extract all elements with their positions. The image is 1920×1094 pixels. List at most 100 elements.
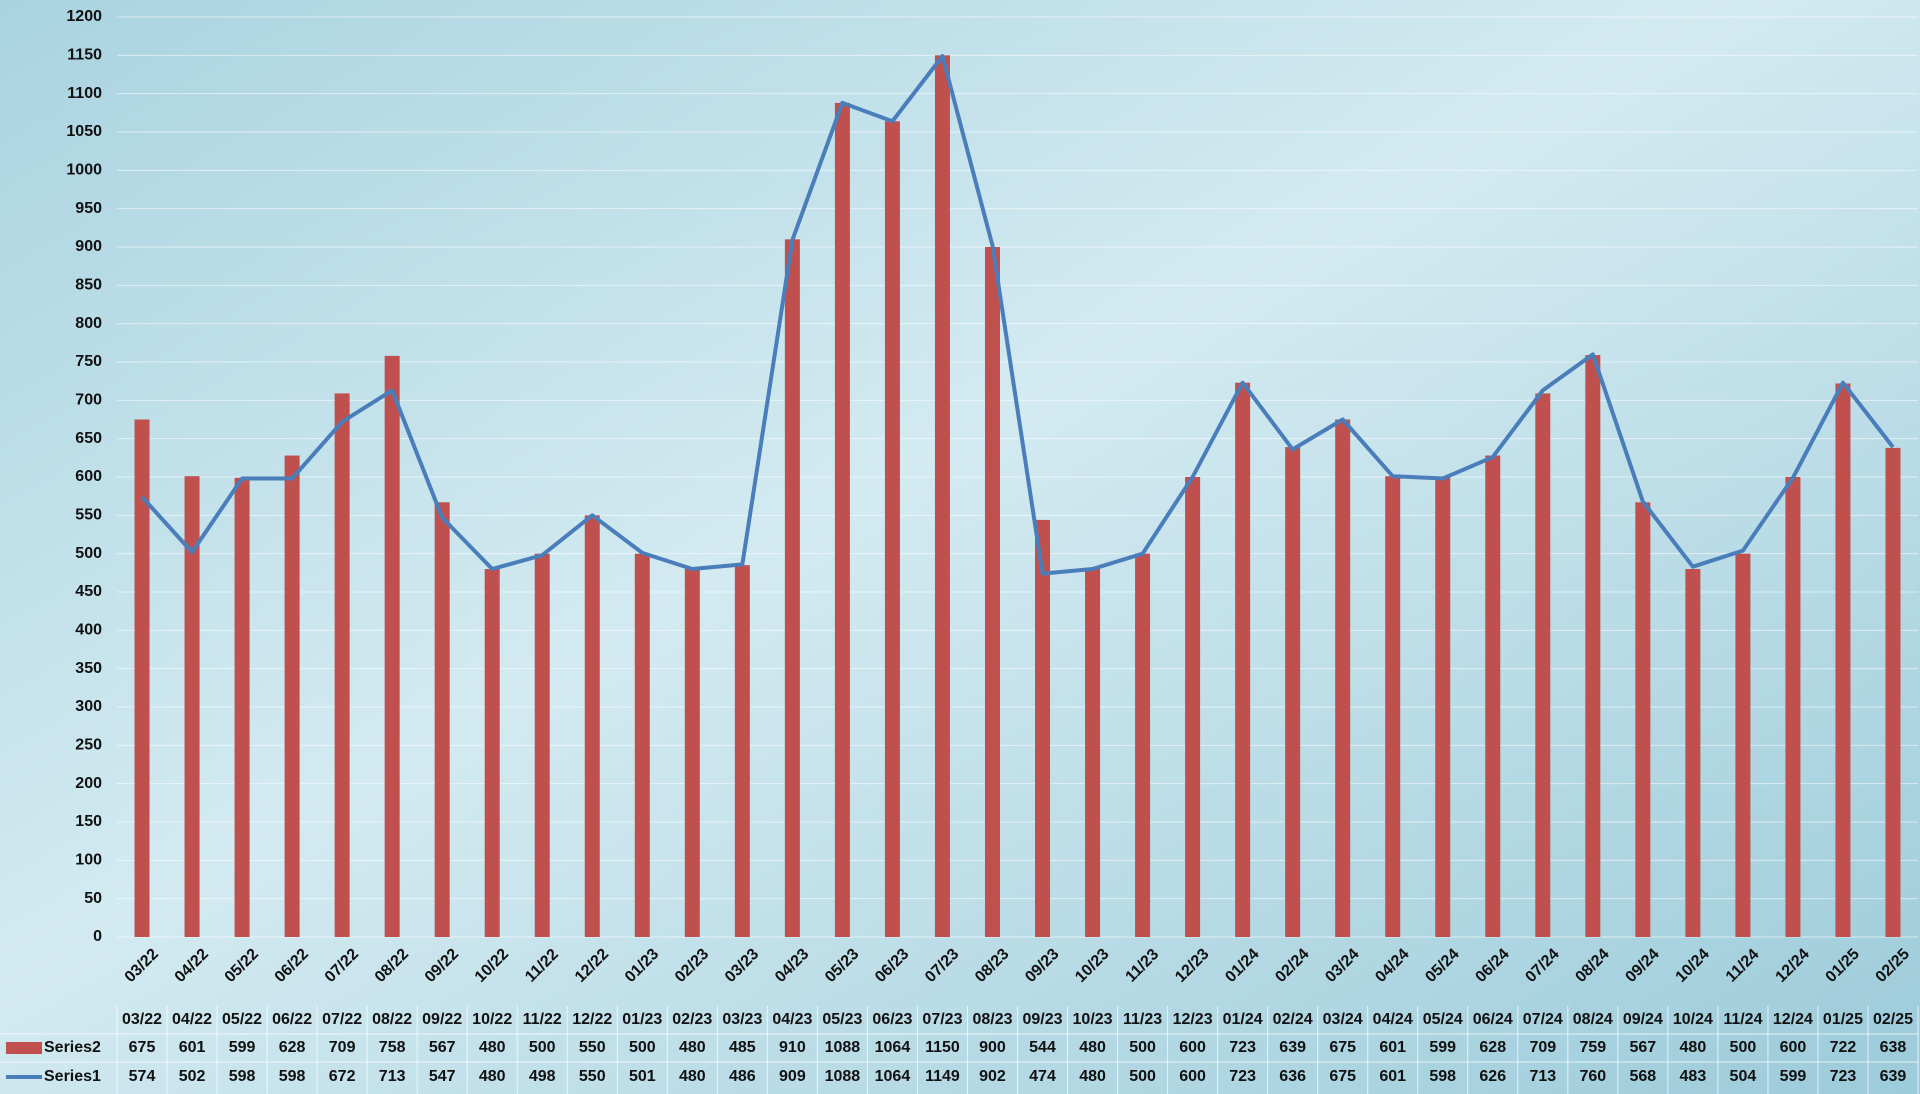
table-header: 03/24 (1323, 1011, 1363, 1028)
table-header: 08/23 (972, 1011, 1012, 1028)
table-header: 02/23 (672, 1011, 712, 1028)
table-value: 1064 (875, 1068, 911, 1085)
table-header: 08/22 (372, 1011, 412, 1028)
bar (1835, 383, 1851, 937)
table-value: 900 (979, 1039, 1006, 1056)
table-value: 480 (479, 1068, 506, 1085)
table-value: 626 (1479, 1068, 1506, 1085)
table-value: 902 (979, 1068, 1006, 1085)
table-value: 544 (1029, 1039, 1056, 1056)
bar (784, 239, 800, 938)
y-tick-label: 250 (75, 737, 102, 754)
table-value: 480 (1079, 1068, 1106, 1085)
y-tick-label: 0 (93, 928, 102, 945)
table-header: 07/24 (1523, 1011, 1563, 1028)
bar (934, 55, 950, 938)
table-value: 598 (229, 1068, 256, 1085)
table-value: 675 (129, 1039, 156, 1056)
table-value: 500 (1129, 1068, 1156, 1085)
bar (1285, 447, 1301, 937)
table-value: 713 (379, 1068, 406, 1085)
y-tick-label: 550 (75, 507, 102, 524)
table-value: 638 (1880, 1039, 1907, 1056)
y-tick-label: 1100 (67, 85, 102, 102)
y-tick-label: 100 (75, 852, 102, 869)
y-tick-label: 400 (75, 622, 102, 639)
y-tick-label: 650 (75, 430, 102, 447)
bar (484, 569, 500, 937)
table-header: 12/22 (572, 1011, 612, 1028)
bar (834, 102, 850, 937)
table-value: 504 (1730, 1068, 1757, 1085)
table-value: 483 (1680, 1068, 1707, 1085)
table-header: 02/24 (1273, 1011, 1313, 1028)
table-header: 01/25 (1823, 1011, 1863, 1028)
bar (1185, 477, 1201, 937)
table-value: 498 (529, 1068, 556, 1085)
bar (284, 455, 300, 937)
y-tick-label: 150 (75, 813, 102, 830)
table-value: 601 (179, 1039, 206, 1056)
table-header: 06/24 (1473, 1011, 1513, 1028)
table-value: 758 (379, 1039, 406, 1056)
bar (684, 569, 700, 937)
table-header: 06/22 (272, 1011, 312, 1028)
table-header: 12/23 (1173, 1011, 1213, 1028)
table-value: 599 (1780, 1068, 1807, 1085)
table-header: 10/23 (1073, 1011, 1113, 1028)
table-header: 06/23 (872, 1011, 912, 1028)
table-header: 12/24 (1773, 1011, 1813, 1028)
y-tick-label: 700 (75, 392, 102, 409)
table-value: 709 (1529, 1039, 1556, 1056)
bar (884, 121, 900, 938)
bar (1435, 477, 1451, 937)
table-header: 10/24 (1673, 1011, 1713, 1028)
bar (1035, 519, 1051, 937)
table-header: 07/22 (322, 1011, 362, 1028)
table-value: 500 (629, 1039, 656, 1056)
y-tick-label: 200 (75, 775, 102, 792)
table-value: 601 (1379, 1039, 1406, 1056)
table-value: 723 (1229, 1039, 1256, 1056)
table-value: 500 (1129, 1039, 1156, 1056)
bar (1685, 569, 1701, 937)
bar (1635, 502, 1651, 937)
table-value: 1064 (875, 1039, 911, 1056)
table-header: 10/22 (472, 1011, 512, 1028)
y-tick-label: 350 (75, 660, 102, 677)
table-value: 480 (679, 1068, 706, 1085)
table-header: 03/22 (122, 1011, 162, 1028)
bar (584, 515, 600, 937)
table-value: 909 (779, 1068, 806, 1085)
table-header: 04/23 (772, 1011, 812, 1028)
table-header: 11/22 (523, 1011, 562, 1028)
table-value: 480 (1079, 1039, 1106, 1056)
table-value: 1150 (925, 1039, 960, 1056)
y-tick-label: 450 (75, 583, 102, 600)
y-tick-label: 750 (75, 353, 102, 370)
bar (1385, 476, 1401, 937)
y-tick-label: 1200 (66, 8, 102, 25)
bar (184, 476, 200, 937)
table-value: 485 (729, 1039, 756, 1056)
table-value: 547 (429, 1068, 456, 1085)
table-value: 600 (1780, 1039, 1807, 1056)
table-value: 722 (1830, 1039, 1857, 1056)
table-header: 02/25 (1873, 1011, 1913, 1028)
table-header: 11/23 (1123, 1011, 1162, 1028)
bar (1135, 553, 1151, 937)
table-header: 03/23 (722, 1011, 762, 1028)
table-value: 1088 (825, 1068, 861, 1085)
table-value: 709 (329, 1039, 356, 1056)
table-header: 05/23 (822, 1011, 862, 1028)
bar (634, 553, 650, 937)
table-header: 01/23 (622, 1011, 662, 1028)
table-value: 568 (1629, 1068, 1656, 1085)
table-value: 672 (329, 1068, 356, 1085)
bar (984, 247, 1000, 937)
bar (1085, 569, 1101, 937)
table-value: 639 (1880, 1068, 1907, 1085)
table-value: 598 (279, 1068, 306, 1085)
table-value: 486 (729, 1068, 756, 1085)
table-header: 07/23 (922, 1011, 962, 1028)
